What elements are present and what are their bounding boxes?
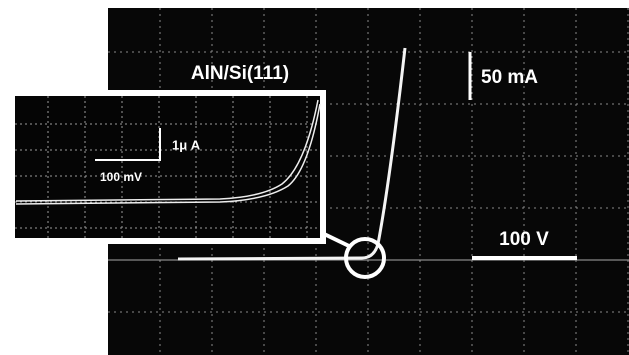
current-scale-label: 50 mA [481, 67, 538, 88]
voltage-scale-label: 100 V [499, 229, 549, 250]
figure: 50 mA 100 V AlN/Si(111) 1μ A 100 mV [0, 0, 629, 355]
inset [12, 93, 323, 241]
inset-voltage-label: 100 mV [100, 170, 142, 184]
inset-current-label: 1μ A [172, 137, 201, 152]
sample-title: AlN/Si(111) [191, 63, 289, 84]
